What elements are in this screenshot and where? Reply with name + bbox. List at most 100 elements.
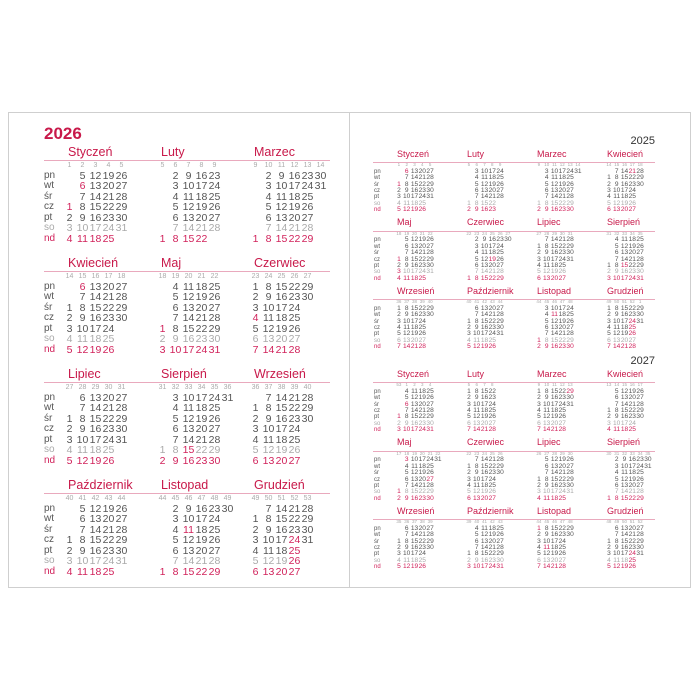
calendar-day: 25 <box>488 336 496 344</box>
week-number: 25 <box>277 273 286 280</box>
calendar-day: 26 <box>566 317 574 325</box>
week-number: 39 <box>419 299 425 304</box>
calendar-day: 30 <box>644 456 652 464</box>
calendar-day: 4 <box>467 481 471 489</box>
calendar-day: 17 <box>550 255 559 263</box>
weekday-label-pt: pt <box>374 482 380 489</box>
week-number: 32 <box>614 230 620 236</box>
calendar-day: 8 <box>172 444 179 457</box>
month-row-divider <box>44 493 330 494</box>
weekday-label-pn: pn <box>44 280 56 292</box>
calendar-day: 16 <box>410 419 419 427</box>
calendar-day: 8 <box>404 180 409 188</box>
week-number: 17 <box>104 273 113 280</box>
weekday-label-wt: wt <box>44 402 54 414</box>
calendar-day: 12 <box>182 201 195 214</box>
calendar-day: 28 <box>288 343 301 356</box>
calendar-day: 14 <box>480 193 489 201</box>
week-number: 22 <box>466 230 472 236</box>
month-name: Kwiecień <box>607 368 644 379</box>
calendar-day: 29 <box>115 534 128 547</box>
calendar-day: 5 <box>614 475 619 483</box>
calendar-day: 3 <box>252 534 259 547</box>
calendar-day: 11 <box>621 469 628 477</box>
calendar-day: 7 <box>474 193 479 201</box>
calendar-day: 18 <box>410 274 419 282</box>
calendar-day: 6 <box>404 242 409 250</box>
week-number: 52 <box>637 519 643 524</box>
calendar-day: 12 <box>480 180 489 188</box>
calendar-day: 24 <box>102 222 115 235</box>
calendar-day: 2 <box>607 413 611 421</box>
calendar-day: 29 <box>496 550 504 558</box>
month-name: Grudzień <box>607 285 644 296</box>
calendar-day: 10 <box>543 537 551 545</box>
weekday-label-nd: nd <box>374 207 381 214</box>
calendar-day: 12 <box>550 317 559 325</box>
week-number: 4 <box>106 162 111 169</box>
calendar-day: 11 <box>403 199 411 207</box>
calendar-day: 12 <box>613 199 621 207</box>
calendar-day: 21 <box>102 190 115 203</box>
calendar-day: 14 <box>480 456 489 464</box>
calendar-day: 25 <box>418 199 426 207</box>
calendar-day: 21 <box>195 555 208 568</box>
calendar-day: 8 <box>544 199 549 207</box>
calendar-day: 15 <box>550 199 559 207</box>
calendar-day: 20 <box>628 249 636 257</box>
calendar-day: 27 <box>636 524 644 532</box>
calendar-day: 16 <box>488 236 496 244</box>
week-number: 9 <box>498 162 502 167</box>
calendar-day: 27 <box>208 423 221 436</box>
calendar-day: 15 <box>620 174 629 182</box>
week-number: 11 <box>552 162 557 167</box>
calendar-day: 25 <box>488 481 496 489</box>
weekday-label-pt: pt <box>374 414 380 421</box>
calendar-day: 6 <box>252 333 259 346</box>
calendar-day: 17 <box>620 274 629 282</box>
calendar-day: 2 <box>66 211 73 224</box>
week-number: 7 <box>483 162 486 167</box>
calendar-day: 31 <box>314 180 327 193</box>
calendar-day: 23 <box>628 413 636 421</box>
calendar-day: 16 <box>410 187 419 194</box>
calendar-day: 4 <box>172 280 179 293</box>
calendar-day: 22 <box>418 537 426 545</box>
calendar-day: 4 <box>172 190 179 203</box>
calendar-day: 15 <box>89 412 102 425</box>
week-number: 28 <box>544 230 550 236</box>
calendar-day: 12 <box>480 531 489 539</box>
calendar-day: 21 <box>558 193 566 201</box>
calendar-day: 14 <box>182 433 195 446</box>
calendar-day: 28 <box>426 249 434 257</box>
calendar-day: 23 <box>496 236 504 244</box>
calendar-day: 3 <box>467 475 471 483</box>
calendar-day: 23 <box>488 394 496 402</box>
calendar-day: 7 <box>614 255 619 263</box>
calendar-day: 28 <box>636 400 644 408</box>
calendar-day: 14 <box>182 555 195 568</box>
calendar-day: 28 <box>426 174 434 182</box>
calendar-day: 15 <box>410 488 419 496</box>
calendar-day: 3 <box>467 330 471 338</box>
calendar-day: 26 <box>558 550 566 558</box>
calendar-day: 22 <box>628 304 636 312</box>
calendar-day: 6 <box>607 206 611 214</box>
calendar-day: 1 <box>397 537 401 545</box>
week-number: 49 <box>614 519 620 524</box>
calendar-day: 27 <box>288 565 301 578</box>
calendar-day: 14 <box>89 523 102 536</box>
week-number: 24 <box>264 273 273 280</box>
calendar-day: 16 <box>550 343 559 351</box>
calendar-day: 3 <box>607 274 611 282</box>
calendar-day: 20 <box>410 336 419 344</box>
calendar-day: 18 <box>195 402 208 415</box>
calendar-day: 12 <box>89 502 102 515</box>
calendar-day: 30 <box>426 494 434 502</box>
calendar-day: 19 <box>488 531 496 539</box>
calendar-day: 1 <box>537 336 541 344</box>
calendar-day: 25 <box>426 462 434 470</box>
calendar-day: 9 <box>544 206 549 214</box>
calendar-day: 21 <box>418 174 426 182</box>
calendar-day: 2 <box>607 544 611 551</box>
